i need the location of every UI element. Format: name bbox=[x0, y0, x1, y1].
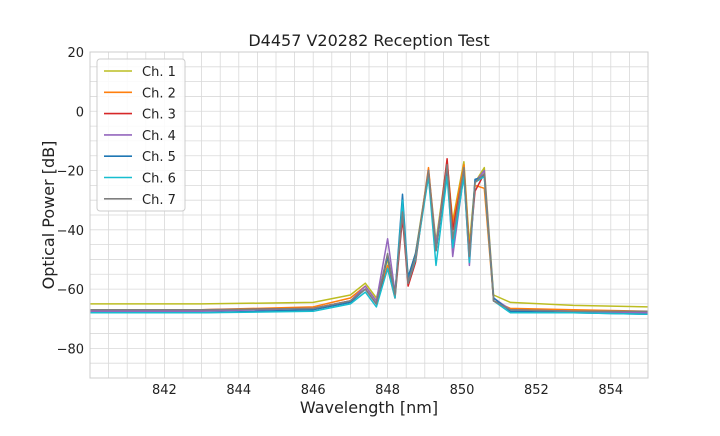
y-tick-label: 20 bbox=[67, 46, 84, 61]
y-tick-label: −40 bbox=[57, 224, 84, 239]
legend-box bbox=[96, 58, 186, 212]
plot-frame bbox=[89, 51, 649, 379]
y-axis-label: Optical Power [dB] bbox=[39, 141, 58, 290]
y-tick-label: −60 bbox=[57, 283, 84, 298]
x-tick-label: 846 bbox=[301, 383, 326, 398]
legend-label: Ch. 5 bbox=[142, 150, 176, 165]
y-tick-label: −80 bbox=[57, 342, 84, 357]
x-tick-label: 848 bbox=[375, 383, 400, 398]
x-tick-label: 854 bbox=[598, 383, 623, 398]
chart-title: D4457 V20282 Reception Test bbox=[248, 31, 489, 50]
legend: Ch. 1 Ch. 2 Ch. 3 Ch. 4 Ch. 5 Ch. 6 Ch. 7 bbox=[96, 58, 186, 212]
legend-label: Ch. 4 bbox=[142, 129, 176, 144]
legend-label: Ch. 3 bbox=[142, 108, 176, 123]
series-line bbox=[90, 163, 648, 313]
legend-label: Ch. 6 bbox=[142, 172, 176, 187]
legend-label: Ch. 1 bbox=[142, 65, 176, 80]
legend-label: Ch. 7 bbox=[142, 193, 176, 208]
x-axis-label: Wavelength [nm] bbox=[300, 398, 438, 417]
x-tick-label: 844 bbox=[226, 383, 251, 398]
y-tick-label: 0 bbox=[76, 105, 84, 120]
x-tick-label: 852 bbox=[524, 383, 549, 398]
y-tick-label: −20 bbox=[57, 165, 84, 180]
legend-label: Ch. 2 bbox=[142, 86, 176, 101]
x-tick-label: 850 bbox=[450, 383, 475, 398]
x-tick-label: 842 bbox=[152, 383, 177, 398]
